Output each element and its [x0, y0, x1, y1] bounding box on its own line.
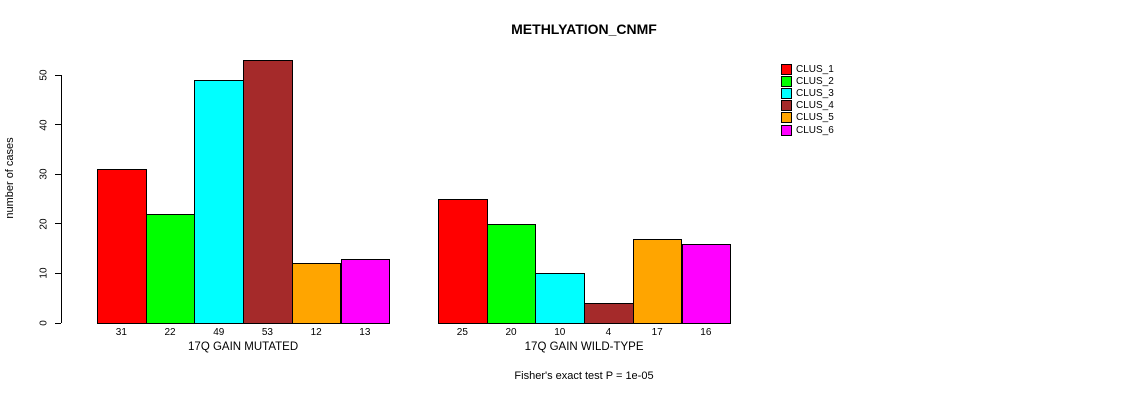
annotation-text: Fisher's exact test P = 1e-05 — [514, 370, 654, 382]
legend-label: CLUS_4 — [796, 100, 834, 112]
legend-label: CLUS_1 — [796, 63, 834, 75]
bar-clus_1-group1 — [97, 169, 147, 324]
legend: CLUS_1 CLUS_2 CLUS_3 CLUS_4 CLUS_5 CLUS_6 — [781, 63, 834, 136]
bar-value-label: 25 — [456, 327, 468, 338]
legend-item: CLUS_2 — [781, 75, 834, 87]
legend-label: CLUS_2 — [796, 75, 834, 87]
chart-title: METHLYATION_CNMF — [511, 21, 657, 37]
bar-clus_6-group2 — [681, 243, 732, 324]
legend-item: CLUS_1 — [781, 63, 834, 75]
bar-value-label: 22 — [164, 327, 176, 338]
bar-value-label: 49 — [213, 327, 225, 338]
bar-clus_1-group2 — [438, 199, 488, 324]
bar-clus_4-group2 — [584, 303, 634, 324]
legend-label: CLUS_3 — [796, 87, 834, 99]
bar-clus_5-group1 — [291, 263, 342, 324]
legend-swatch — [781, 63, 792, 75]
bar-clus_3-group2 — [535, 273, 586, 324]
legend-label: CLUS_6 — [796, 124, 834, 136]
bar-value-label: 20 — [505, 327, 517, 338]
legend-item: CLUS_5 — [781, 112, 834, 124]
legend-swatch — [781, 75, 792, 87]
legend-item: CLUS_4 — [781, 100, 834, 112]
y-axis-tick — [55, 322, 61, 324]
legend-item: CLUS_3 — [781, 87, 834, 99]
bar-value-label: 4 — [605, 327, 612, 338]
bar-value-label: 10 — [554, 327, 566, 338]
x-axis-group-label: 17Q GAIN MUTATED — [188, 341, 299, 353]
bar-clus_5-group2 — [632, 238, 683, 324]
legend-swatch — [781, 124, 792, 136]
y-axis-line — [61, 75, 62, 323]
bar-value-label: 53 — [261, 327, 273, 338]
bar-clus_6-group1 — [340, 258, 391, 324]
x-axis-group-label: 17Q GAIN WILD-TYPE — [524, 341, 644, 353]
legend-label: CLUS_5 — [796, 112, 834, 124]
legend-swatch — [781, 100, 792, 112]
legend-swatch — [781, 87, 792, 99]
y-axis-tick — [55, 223, 61, 225]
bar-value-label: 13 — [359, 327, 371, 338]
bar-value-label: 31 — [115, 327, 127, 338]
bar-value-label: 12 — [310, 327, 322, 338]
bar-clus_2-group1 — [145, 213, 196, 324]
bar-clus_4-group1 — [243, 60, 293, 324]
bar-value-label: 17 — [651, 327, 663, 338]
legend-swatch — [781, 112, 792, 124]
y-axis-tick — [55, 272, 61, 274]
legend-item: CLUS_6 — [781, 124, 834, 136]
bar-value-label: 16 — [700, 327, 712, 338]
bar-clus_2-group2 — [486, 223, 537, 324]
y-axis-tick — [55, 74, 61, 76]
y-axis-tick — [55, 124, 61, 126]
y-axis-tick — [55, 173, 61, 175]
bar-clus_3-group1 — [194, 79, 245, 324]
